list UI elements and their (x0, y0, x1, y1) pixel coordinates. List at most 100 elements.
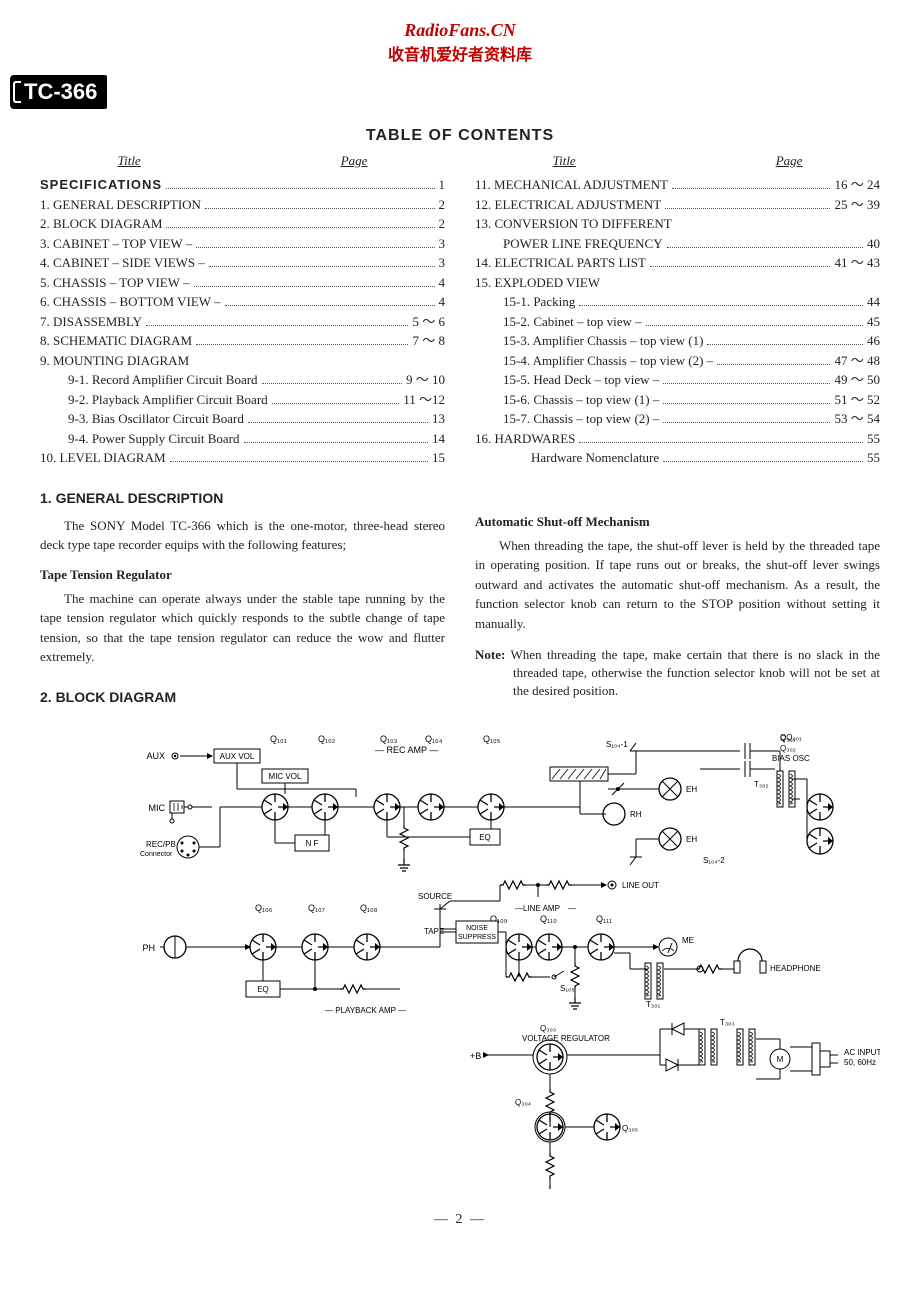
toc-row: 12. ELECTRICAL ADJUSTMENT25 ～ 39 (475, 195, 880, 215)
svg-text:REC/PB: REC/PB (146, 840, 176, 849)
toc-page: 2 (439, 214, 446, 234)
toc-row: 9-1. Record Amplifier Circuit Board 9 ～ 1… (40, 370, 445, 390)
auto-shutoff-heading: Automatic Shut-off Mechanism (475, 514, 880, 530)
svg-text:Q₁₀₈: Q₁₀₈ (360, 903, 378, 913)
note-label: Note: (475, 647, 505, 662)
block-diagram-svg: Q₁₀₁ Q₁₀₂ Q₁₀₃ Q₁₀₄ Q₁₀₅ — REC AMP — AUX… (40, 729, 880, 1189)
svg-text:Q₃₀₃: Q₃₀₃ (540, 1024, 556, 1033)
svg-text:NOISE: NOISE (466, 925, 488, 932)
toc-page: 44 (867, 292, 880, 312)
toc-page: 2 (439, 195, 446, 215)
toc-dots (717, 364, 830, 365)
toc-dots (146, 325, 408, 326)
svg-text:LINE OUT: LINE OUT (622, 881, 659, 890)
svg-text:Q₁₀₁: Q₁₀₁ (270, 734, 287, 744)
toc-label: 15-5. Head Deck – top view – (503, 370, 659, 390)
body-right-column: Automatic Shut-off Mechanism When thread… (475, 468, 880, 715)
toc-row: 4. CABINET – SIDE VIEWS –3 (40, 253, 445, 273)
svg-text:MIC VOL: MIC VOL (269, 772, 302, 781)
toc-row: 6. CHASSIS – BOTTOM VIEW – 4 (40, 292, 445, 312)
toc-page: 3 (439, 234, 446, 254)
toc-dots (650, 266, 831, 267)
toc-label: 2. BLOCK DIAGRAM (40, 214, 162, 234)
toc-heading: TABLE OF CONTENTS (40, 127, 880, 145)
svg-text:EQ: EQ (257, 985, 269, 994)
toc-page: 55 (867, 429, 880, 449)
toc-page: 55 (867, 448, 880, 468)
toc-page: 1 (439, 175, 446, 195)
toc-row: SPECIFICATIONS1 (40, 175, 445, 195)
svg-text:S₁₀₅: S₁₀₅ (560, 984, 575, 993)
svg-text:HEADPHONE: HEADPHONE (770, 964, 821, 973)
toc-dots (672, 188, 831, 189)
svg-text:AUX: AUX (146, 751, 165, 761)
toc-row: 15-5. Head Deck – top view –49 ～ 50 (475, 370, 880, 390)
toc-label: Hardware Nomenclature (531, 448, 659, 468)
toc-header-page: Page (776, 153, 803, 169)
toc-label: 15-7. Chassis – top view (2) – (503, 409, 659, 429)
toc-page: 4 (439, 292, 446, 312)
toc-label: 15-2. Cabinet – top view – (503, 312, 642, 332)
svg-text:Q₁₁₁: Q₁₁₁ (596, 914, 612, 924)
toc-dots (663, 383, 830, 384)
toc-label: 9-3. Bias Oscillator Circuit Board (68, 409, 244, 429)
svg-text:Q₁₀₅: Q₁₀₅ (483, 734, 501, 744)
toc-dots (663, 422, 830, 423)
toc-row: 9-4. Power Supply Circuit Board14 (40, 429, 445, 449)
toc-row: 3. CABINET – TOP VIEW –3 (40, 234, 445, 254)
toc-label: 9-1. Record Amplifier Circuit Board (68, 370, 258, 390)
svg-text:— REC AMP —: — REC AMP — (375, 745, 438, 755)
svg-text:VOLTAGE REGULATOR: VOLTAGE REGULATOR (522, 1034, 610, 1043)
section-1-p2: The machine can operate always under the… (40, 589, 445, 667)
toc-right-column: Title Page 11. MECHANICAL ADJUSTMENT16 ～… (475, 153, 880, 468)
toc-dots (194, 286, 435, 287)
toc-dots (209, 266, 435, 267)
toc-page: 5 ～ 6 (412, 312, 445, 332)
svg-text:—: — (515, 904, 523, 913)
svg-text:Q₁₁₀: Q₁₁₀ (540, 914, 557, 924)
toc-page: 46 (867, 331, 880, 351)
svg-text:+B: +B (470, 1051, 481, 1061)
toc-dots (579, 305, 863, 306)
toc-row: 9. MOUNTING DIAGRAM (40, 351, 445, 371)
toc-page: 53 ～ 54 (834, 409, 880, 429)
toc-page: 9 ～ 10 (406, 370, 445, 390)
svg-text:T₃₀₃: T₃₀₃ (720, 1018, 735, 1027)
toc-label: 5. CHASSIS – TOP VIEW – (40, 273, 190, 293)
toc-label: 4. CABINET – SIDE VIEWS – (40, 253, 205, 273)
toc-label: POWER LINE FREQUENCY (503, 234, 663, 254)
svg-text:SOURCE: SOURCE (418, 892, 452, 901)
toc-dots (196, 247, 434, 248)
toc-row: 9-3. Bias Oscillator Circuit Board 13 (40, 409, 445, 429)
table-of-contents: Title Page SPECIFICATIONS11. GENERAL DES… (40, 153, 880, 468)
page-number: — 2 — (40, 1212, 880, 1228)
toc-header-title: Title (118, 153, 141, 169)
toc-header-title: Title (553, 153, 576, 169)
toc-label: 9. MOUNTING DIAGRAM (40, 351, 189, 371)
tape-tension-heading: Tape Tension Regulator (40, 567, 445, 583)
toc-dots (707, 344, 863, 345)
svg-text:S₁₀₄-2: S₁₀₄-2 (703, 856, 725, 865)
toc-label: 8. SCHEMATIC DIAGRAM (40, 331, 192, 351)
toc-dots (272, 403, 400, 404)
toc-label: 15-4. Amplifier Chassis – top view (2) – (503, 351, 713, 371)
toc-label: 13. CONVERSION TO DIFFERENT (475, 214, 672, 234)
svg-text:AC INPUT: AC INPUT (844, 1048, 880, 1057)
svg-text:M: M (777, 1055, 784, 1064)
toc-row: 15-6. Chassis – top view (1) –51 ～ 52 (475, 390, 880, 410)
svg-text:RH: RH (630, 810, 642, 819)
toc-label: 6. CHASSIS – BOTTOM VIEW – (40, 292, 221, 312)
svg-text:Connector: Connector (140, 851, 173, 858)
toc-page: 7 ～ 8 (412, 331, 445, 351)
toc-row: 13. CONVERSION TO DIFFERENT (475, 214, 880, 234)
note-text: When threading the tape, make certain th… (511, 647, 880, 698)
toc-page: 41 ～ 43 (834, 253, 880, 273)
toc-page: 14 (432, 429, 445, 449)
svg-text:Q₁₀₆: Q₁₀₆ (255, 903, 273, 913)
toc-dots (665, 208, 830, 209)
toc-page: 13 (432, 409, 445, 429)
svg-text:—: — (568, 904, 576, 913)
toc-column-header: Title Page (40, 153, 445, 169)
svg-text:ME: ME (682, 936, 694, 945)
svg-text:50, 60Hz: 50, 60Hz (844, 1058, 876, 1067)
